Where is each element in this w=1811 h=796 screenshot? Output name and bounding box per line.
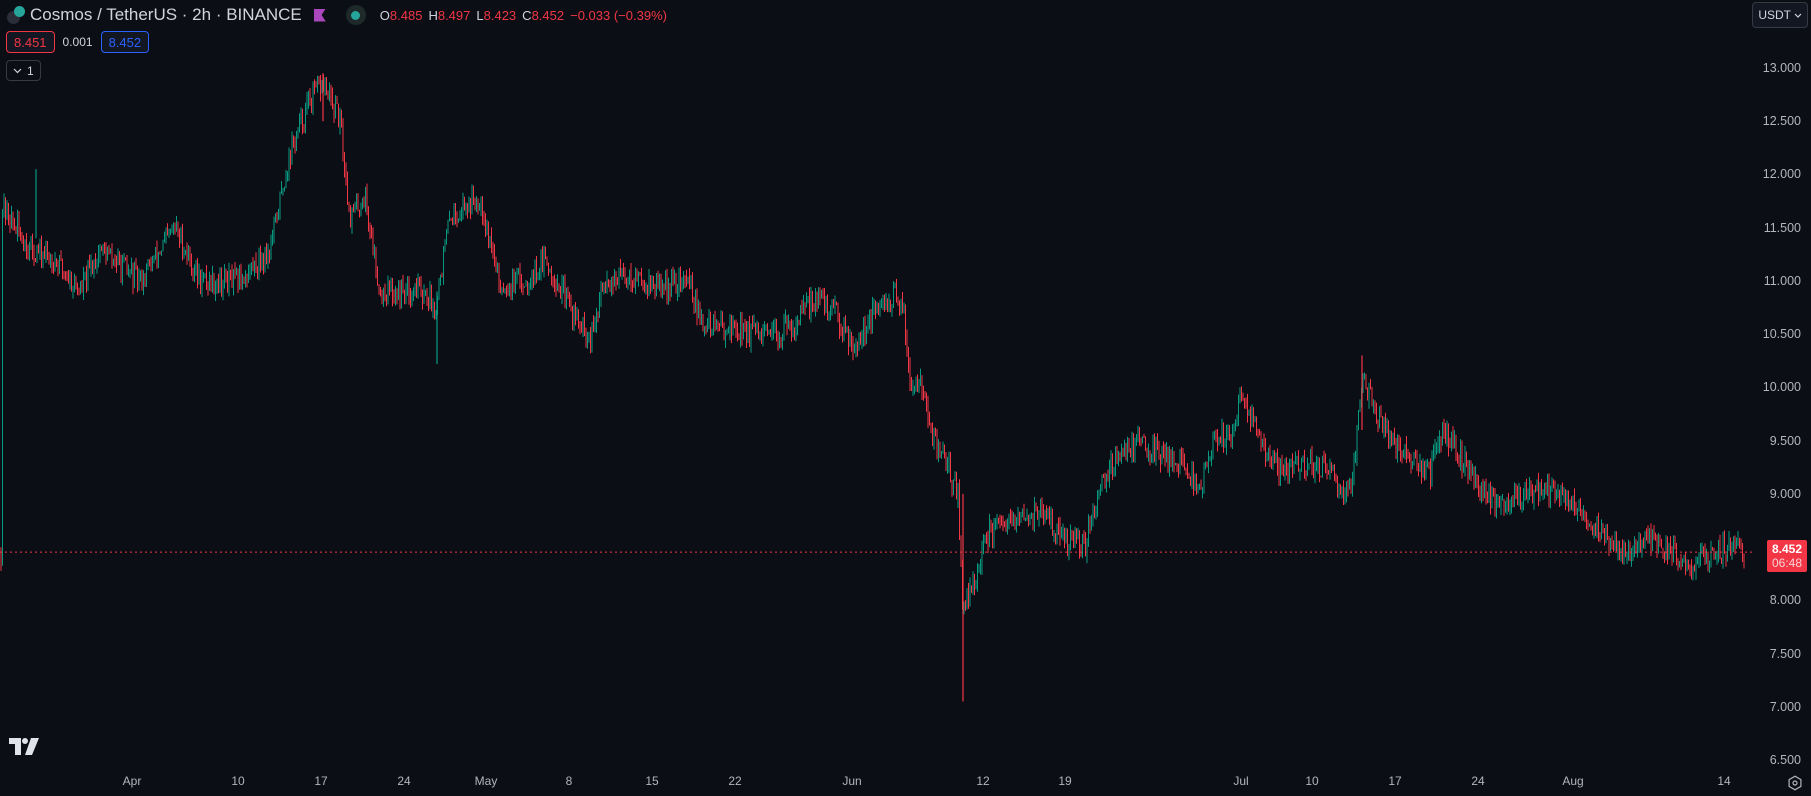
price-tick: 11.000	[1763, 273, 1801, 288]
tradingview-logo-icon[interactable]	[9, 738, 41, 756]
currency-label: USDT	[1758, 8, 1791, 22]
high-value: 8.497	[437, 7, 471, 23]
price-tick: 10.500	[1762, 327, 1801, 342]
time-tick: 15	[645, 774, 659, 788]
price-tick: 12.000	[1762, 167, 1801, 182]
bar-countdown: 06:48	[1771, 556, 1803, 571]
ohlc-values: O8.485 H8.497 L8.423 C8.452	[379, 7, 565, 23]
gear-icon[interactable]	[1787, 775, 1803, 791]
sell-button[interactable]: 8.451	[6, 31, 55, 53]
open-value: 8.485	[389, 7, 423, 23]
price-tick: 12.500	[1762, 114, 1801, 129]
price-tick: 13.000	[1762, 61, 1801, 75]
time-tick: 10	[1305, 774, 1319, 788]
buy-button[interactable]: 8.452	[100, 31, 150, 53]
low-value: 8.423	[483, 7, 517, 23]
time-tick: 8	[565, 774, 573, 788]
time-tick: Jul	[1233, 774, 1249, 788]
spread-value: 0.001	[62, 35, 93, 49]
indicators-toggle-button[interactable]: 1	[6, 60, 41, 81]
candles	[0, 73, 1745, 702]
time-tick: Apr	[122, 774, 142, 788]
time-tick: Jun	[842, 774, 862, 788]
chevron-down-icon	[13, 68, 22, 73]
buy-sell-panel: 8.451 0.001 8.452	[6, 31, 150, 53]
price-tick: 6.500	[1769, 753, 1801, 767]
symbol-title[interactable]: Cosmos / TetherUS · 2h · BINANCE	[30, 5, 302, 24]
currency-selector[interactable]: USDT	[1752, 2, 1808, 28]
time-tick: 10	[231, 774, 245, 788]
cosmos-logo-icon	[6, 5, 26, 25]
time-tick: 19	[1058, 774, 1072, 788]
time-tick: 12	[976, 774, 990, 788]
flag-icon[interactable]	[313, 8, 326, 22]
price-tick: 11.500	[1763, 220, 1801, 235]
price-tick: 9.000	[1769, 486, 1801, 501]
last-price: 8.452	[1771, 542, 1803, 557]
price-tick: 9.500	[1769, 433, 1801, 448]
time-tick: May	[474, 774, 498, 788]
close-value: 8.452	[531, 7, 565, 23]
indicators-count: 1	[27, 63, 34, 78]
time-tick: 14	[1717, 774, 1731, 788]
time-tick: 24	[1471, 774, 1485, 788]
market-open-dot-icon[interactable]	[345, 5, 366, 25]
price-tick: 10.000	[1762, 380, 1801, 395]
change-value: −0.033 (−0.39%)	[570, 7, 667, 23]
price-tick: 7.000	[1769, 699, 1801, 714]
time-tick: 17	[314, 774, 328, 788]
price-tick: 7.500	[1769, 646, 1801, 661]
price-tick: 8.000	[1769, 593, 1801, 608]
time-tick: 24	[397, 774, 411, 788]
symbol-legend: Cosmos / TetherUS · 2h · BINANCE O8.485 …	[6, 4, 667, 26]
time-tick: 22	[728, 774, 742, 788]
time-tick: Aug	[1562, 774, 1584, 788]
last-price-label: 8.452 06:48	[1767, 540, 1807, 573]
chevron-down-icon	[1794, 13, 1802, 18]
time-tick: 17	[1388, 774, 1402, 788]
